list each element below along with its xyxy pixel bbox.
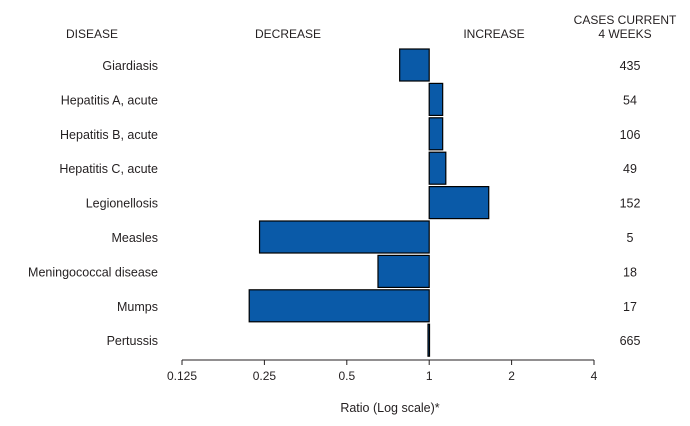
header-cases-line1: CASES CURRENT [574, 13, 677, 27]
bar [428, 186, 490, 220]
bar [427, 323, 431, 357]
category-label: Meningococcal disease [28, 265, 158, 279]
category-label: Mumps [117, 300, 158, 314]
cases-value: 152 [620, 197, 641, 211]
x-tick-label: 2 [508, 369, 515, 383]
cases-value: 17 [623, 300, 637, 314]
cases-value: 49 [623, 162, 637, 176]
bar [399, 48, 430, 82]
x-tick-label: 0.25 [253, 369, 277, 383]
category-label: Measles [111, 231, 158, 245]
category-label: Legionellosis [86, 197, 158, 211]
x-tick-label: 0.5 [338, 369, 355, 383]
category-label: Giardiasis [102, 59, 158, 73]
cases-value: 18 [623, 265, 637, 279]
category-label: Hepatitis C, acute [59, 162, 158, 176]
cases-value: 665 [620, 334, 641, 348]
x-tick-label: 1 [426, 369, 433, 383]
bar [428, 151, 447, 185]
bar [428, 82, 444, 117]
header-cases-line2: 4 WEEKS [598, 27, 651, 41]
bar [377, 254, 430, 288]
x-tick-label: 4 [591, 369, 598, 383]
cases-value: 5 [627, 231, 634, 245]
bar [248, 289, 430, 323]
cases-value: 435 [620, 59, 641, 73]
header-disease: DISEASE [66, 27, 118, 41]
cases-value: 106 [620, 128, 641, 142]
cases-column: 435 54 106 49 152 5 18 17 665 [620, 59, 641, 348]
category-label: Hepatitis A, acute [61, 93, 158, 107]
x-axis-label: Ratio (Log scale)* [340, 401, 439, 415]
bars [248, 48, 490, 357]
category-labels: Giardiasis Hepatitis A, acute Hepatitis B,… [28, 59, 158, 348]
header-increase: INCREASE [463, 27, 524, 41]
x-axis: 0.125 0.25 0.5 1 2 4 [167, 359, 598, 383]
bar [428, 117, 444, 151]
x-tick-label: 0.125 [167, 369, 197, 383]
category-label: Pertussis [107, 334, 158, 348]
cases-value: 54 [623, 93, 637, 107]
bar [258, 220, 430, 254]
header-decrease: DECREASE [255, 27, 321, 41]
category-label: Hepatitis B, acute [60, 128, 158, 142]
